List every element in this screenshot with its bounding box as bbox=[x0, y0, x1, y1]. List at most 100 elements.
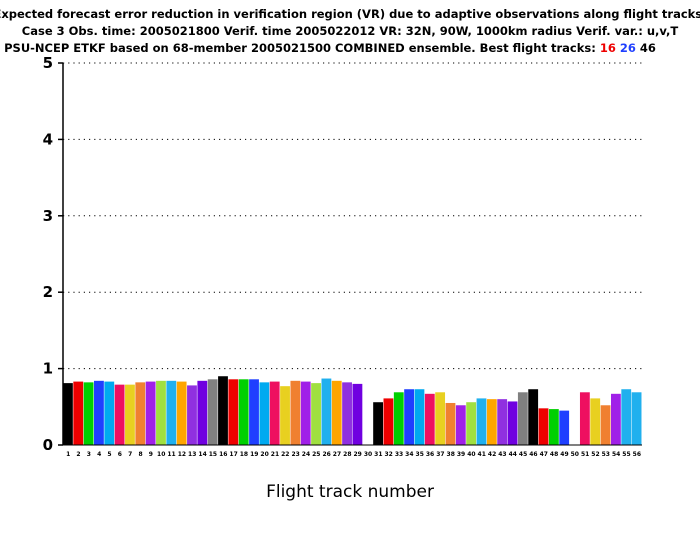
x-tick-label: 25 bbox=[312, 451, 320, 458]
x-tick-label: 52 bbox=[591, 451, 599, 458]
x-tick-label: 48 bbox=[550, 451, 558, 458]
bar-track-35 bbox=[414, 389, 425, 445]
bar-track-16 bbox=[218, 376, 228, 445]
x-tick-label: 8 bbox=[138, 451, 142, 458]
x-tick-label: 17 bbox=[229, 451, 237, 458]
x-tick-label: 2 bbox=[76, 451, 80, 458]
x-tick-label: 38 bbox=[447, 451, 455, 458]
x-tick-label: 34 bbox=[405, 451, 413, 458]
bar-track-39 bbox=[455, 405, 466, 445]
best-track-1: 16 bbox=[600, 41, 616, 55]
bar-track-46 bbox=[528, 389, 539, 445]
y-tick-label: 4 bbox=[43, 130, 53, 148]
x-tick-label: 47 bbox=[540, 451, 548, 458]
x-tick-label: 22 bbox=[281, 451, 289, 458]
bars bbox=[63, 376, 642, 445]
x-tick-label: 30 bbox=[364, 451, 372, 458]
bar-track-54 bbox=[610, 393, 621, 445]
x-tick-label: 27 bbox=[333, 451, 341, 458]
chart-title: Expected forecast error reduction in ver… bbox=[0, 7, 700, 55]
bar-track-26 bbox=[321, 378, 332, 445]
x-tick-label: 11 bbox=[167, 451, 175, 458]
bar-track-53 bbox=[600, 405, 611, 445]
x-tick-label: 55 bbox=[622, 451, 630, 458]
bar-track-3 bbox=[83, 382, 94, 445]
x-tick-label: 51 bbox=[581, 451, 589, 458]
bar-track-34 bbox=[404, 389, 415, 445]
title-line-3-text: PSU-NCEP ETKF based on 68-member 2005021… bbox=[4, 41, 596, 55]
x-tick-label: 13 bbox=[188, 451, 196, 458]
x-tick-label: 41 bbox=[478, 451, 486, 458]
bar-track-2 bbox=[73, 381, 84, 445]
bar-track-20 bbox=[259, 382, 270, 445]
bar-track-42 bbox=[486, 399, 497, 445]
bar-track-41 bbox=[476, 398, 487, 445]
x-tick-label: 23 bbox=[291, 451, 299, 458]
bar-track-7 bbox=[125, 384, 135, 445]
x-tick-label: 21 bbox=[271, 451, 279, 458]
bar-track-1 bbox=[63, 383, 73, 445]
bar-track-5 bbox=[104, 381, 115, 445]
x-tick-label: 14 bbox=[198, 451, 206, 458]
best-track-3: 46 bbox=[640, 41, 656, 55]
bar-track-55 bbox=[621, 389, 632, 445]
x-tick-label: 31 bbox=[374, 451, 382, 458]
x-tick-label: 49 bbox=[560, 451, 568, 458]
x-tick-label: 33 bbox=[395, 451, 403, 458]
bar-track-28 bbox=[342, 382, 352, 445]
x-tick-label: 50 bbox=[571, 451, 579, 458]
x-tick-label: 16 bbox=[219, 451, 227, 458]
bar-track-40 bbox=[466, 402, 477, 445]
y-tick-label: 3 bbox=[43, 207, 53, 225]
bar-track-33 bbox=[393, 392, 404, 445]
x-tick-label: 28 bbox=[343, 451, 351, 458]
best-track-2: 26 bbox=[620, 41, 636, 55]
x-tick-label: 4 bbox=[97, 451, 101, 458]
bar-track-23 bbox=[290, 380, 301, 445]
x-tick-label: 42 bbox=[488, 451, 496, 458]
x-tick-label: 1 bbox=[66, 451, 70, 458]
bar-track-22 bbox=[280, 386, 290, 445]
title-line-1: Expected forecast error reduction in ver… bbox=[0, 7, 700, 21]
x-tick-label: 18 bbox=[240, 451, 248, 458]
x-tick-label: 44 bbox=[509, 451, 517, 458]
grid-lines bbox=[63, 62, 642, 370]
title-line-2: Case 3 Obs. time: 2005021800 Verif. time… bbox=[22, 24, 679, 38]
bar-track-56 bbox=[631, 392, 642, 445]
bar-track-13 bbox=[187, 385, 197, 445]
bar-track-38 bbox=[445, 402, 456, 445]
bar-track-47 bbox=[538, 408, 549, 445]
bar-track-4 bbox=[94, 380, 104, 445]
bar-track-27 bbox=[331, 380, 342, 445]
x-tick-label: 12 bbox=[178, 451, 186, 458]
x-tick-label: 3 bbox=[87, 451, 91, 458]
y-axis: 0 1 2 3 4 5 bbox=[43, 54, 642, 454]
x-tick-label: 20 bbox=[260, 451, 268, 458]
bar-track-17 bbox=[228, 379, 239, 445]
x-tick-label: 43 bbox=[498, 451, 506, 458]
x-tick-label: 9 bbox=[149, 451, 153, 458]
x-tick-labels: 1 2 3 4 5 6 7 8 9 10 11 12 13 14 15 16 17 18 19 20 21 22 23 24 2… bbox=[66, 451, 641, 458]
y-tick-label: 1 bbox=[43, 360, 53, 378]
bar-track-21 bbox=[269, 381, 280, 445]
y-tick-label: 0 bbox=[43, 436, 53, 454]
bar-track-8 bbox=[135, 382, 146, 445]
x-tick-label: 39 bbox=[457, 451, 465, 458]
bar-track-11 bbox=[166, 380, 177, 445]
x-tick-label: 29 bbox=[353, 451, 361, 458]
bar-track-12 bbox=[176, 381, 187, 445]
x-tick-label: 54 bbox=[612, 451, 620, 458]
x-tick-label: 37 bbox=[436, 451, 444, 458]
bar-track-51 bbox=[579, 392, 590, 445]
x-tick-label: 53 bbox=[602, 451, 610, 458]
bar-track-45 bbox=[517, 392, 528, 445]
bar-track-10 bbox=[156, 380, 166, 445]
x-tick-label: 56 bbox=[633, 451, 641, 458]
bar-track-31 bbox=[373, 402, 384, 445]
y-tick-label: 2 bbox=[43, 283, 53, 301]
x-axis-label: Flight track number bbox=[266, 482, 434, 502]
x-tick-label: 36 bbox=[426, 451, 434, 458]
title-line-3: PSU-NCEP ETKF based on 68-member 2005021… bbox=[4, 41, 656, 55]
bar-track-36 bbox=[424, 393, 435, 445]
